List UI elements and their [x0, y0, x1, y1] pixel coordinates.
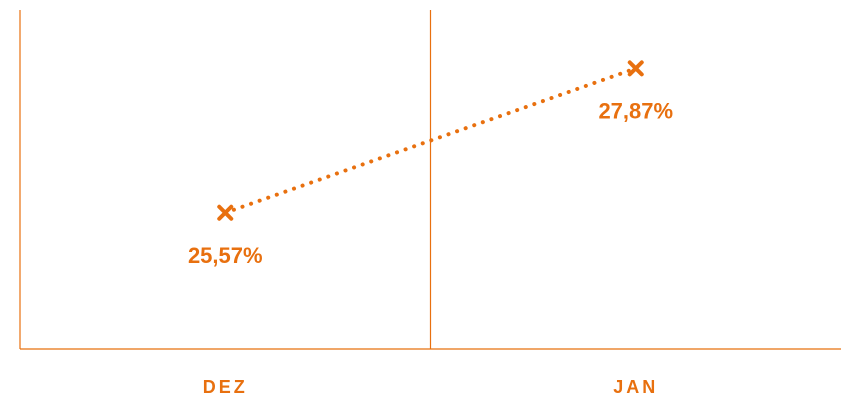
data-label: 25,57% — [188, 243, 263, 268]
chart-labels: DEZ JAN 25,57% 27,87% — [188, 98, 673, 397]
data-label: 27,87% — [598, 98, 673, 123]
chart-series — [217, 60, 644, 221]
data-point-marker — [627, 60, 644, 77]
series-line — [223, 66, 638, 215]
x-tick-label: JAN — [613, 377, 658, 397]
x-tick-label: DEZ — [203, 377, 248, 397]
data-point-marker — [217, 204, 234, 221]
chart-axes — [19, 10, 841, 350]
